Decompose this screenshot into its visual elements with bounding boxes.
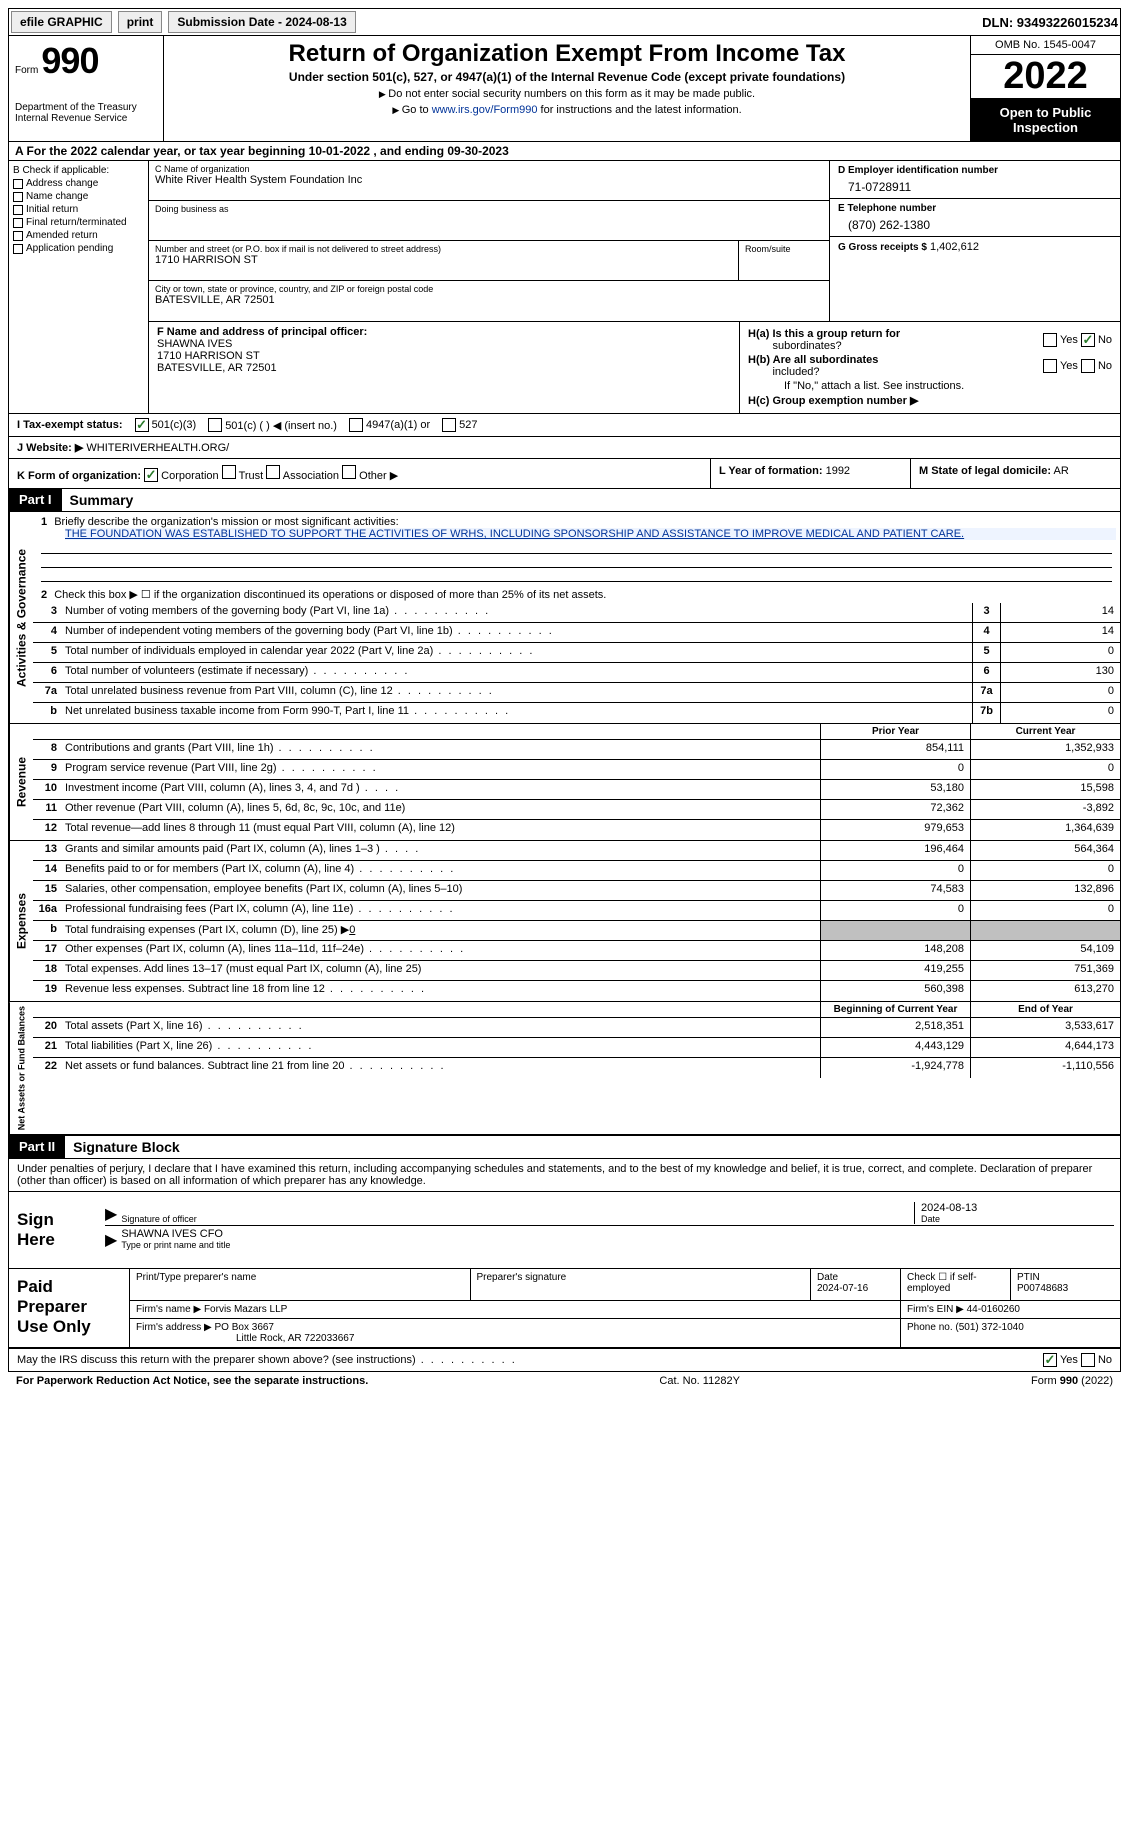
side-net: Net Assets or Fund Balances — [9, 1002, 33, 1134]
chk-trust[interactable] — [222, 465, 236, 479]
header-grid: B Check if applicable: Address change Na… — [8, 161, 1121, 414]
section-net-assets: Net Assets or Fund Balances Beginning of… — [8, 1002, 1121, 1135]
ssn-note: Do not enter social security numbers on … — [172, 88, 962, 100]
part1-title: Summary — [62, 489, 142, 511]
form-header: Form 990 Department of the Treasury Inte… — [8, 36, 1121, 142]
open-inspection: Open to Public Inspection — [971, 99, 1120, 141]
discuss-yes[interactable] — [1043, 1353, 1057, 1367]
form-subtitle: Under section 501(c), 527, or 4947(a)(1)… — [172, 70, 962, 84]
mission-text: THE FOUNDATION WAS ESTABLISHED TO SUPPOR… — [65, 528, 1116, 540]
side-revenue: Revenue — [9, 724, 33, 840]
city-label: City or town, state or province, country… — [155, 284, 823, 294]
tax-year: 2022 — [971, 55, 1120, 99]
section-activities: Activities & Governance 1 Briefly descri… — [8, 512, 1121, 724]
phone-value: (870) 262-1380 — [848, 218, 1112, 232]
discuss-no[interactable] — [1081, 1353, 1095, 1367]
block-h: H(a) Is this a group return for subordin… — [740, 322, 1120, 413]
street-label: Number and street (or P.O. box if mail i… — [155, 244, 732, 254]
print-button[interactable]: print — [118, 11, 163, 33]
dept-treasury: Department of the Treasury Internal Reve… — [15, 102, 157, 124]
chk-name-change[interactable] — [13, 192, 23, 202]
gross-value: 1,402,612 — [930, 241, 979, 253]
section-expenses: Expenses 13Grants and similar amounts pa… — [8, 841, 1121, 1002]
ein-label: D Employer identification number — [838, 165, 1112, 176]
omb-number: OMB No. 1545-0047 — [971, 36, 1120, 55]
form-number: 990 — [41, 40, 98, 81]
klm-row: K Form of organization: Corporation Trus… — [8, 459, 1121, 489]
efile-label: efile GRAPHIC — [11, 11, 112, 33]
room-label: Room/suite — [745, 244, 823, 254]
hb-no[interactable] — [1081, 359, 1095, 373]
col-b-checkboxes: B Check if applicable: Address change Na… — [9, 161, 149, 413]
discuss-row: May the IRS discuss this return with the… — [8, 1349, 1121, 1372]
signature-section: Under penalties of perjury, I declare th… — [8, 1159, 1121, 1349]
chk-final-return[interactable] — [13, 218, 23, 228]
tax-status-row: I Tax-exempt status: 501(c)(3) 501(c) ( … — [8, 414, 1121, 437]
dln: DLN: 93493226015234 — [982, 15, 1118, 30]
org-name-label: C Name of organization — [155, 164, 823, 174]
page-footer: For Paperwork Reduction Act Notice, see … — [8, 1372, 1121, 1390]
ha-no[interactable] — [1081, 333, 1095, 347]
top-bar: efile GRAPHIC print Submission Date - 20… — [8, 8, 1121, 36]
org-name: White River Health System Foundation Inc — [155, 174, 823, 186]
street-value: 1710 HARRISON ST — [155, 254, 732, 266]
row-a-calendar: A For the 2022 calendar year, or tax yea… — [8, 142, 1121, 161]
chk-address-change[interactable] — [13, 179, 23, 189]
part2-hdr: Part II — [9, 1136, 65, 1158]
hb-yes[interactable] — [1043, 359, 1057, 373]
chk-4947[interactable] — [349, 418, 363, 432]
chk-501c[interactable] — [208, 418, 222, 432]
sig-arrow-icon: ▶ — [105, 1230, 117, 1250]
side-activities: Activities & Governance — [9, 512, 33, 723]
website-note: Go to www.irs.gov/Form990 for instructio… — [172, 104, 962, 116]
sig-arrow-icon: ▶ — [105, 1204, 117, 1224]
website-row: J Website: ▶ WHITERIVERHEALTH.ORG/ — [9, 437, 1120, 458]
chk-501c3[interactable] — [135, 418, 149, 432]
part1-hdr: Part I — [9, 489, 62, 511]
submission-date: Submission Date - 2024-08-13 — [168, 11, 355, 33]
phone-label: E Telephone number — [838, 203, 1112, 214]
chk-other[interactable] — [342, 465, 356, 479]
ein-value: 71-0728911 — [848, 180, 1112, 194]
city-value: BATESVILLE, AR 72501 — [155, 294, 823, 306]
side-expenses: Expenses — [9, 841, 33, 1001]
perjury-text: Under penalties of perjury, I declare th… — [9, 1159, 1120, 1192]
irs-link[interactable]: www.irs.gov/Form990 — [432, 104, 538, 116]
gross-label: G Gross receipts $ — [838, 242, 927, 253]
section-revenue: Revenue Prior YearCurrent Year 8Contribu… — [8, 724, 1121, 841]
form-prefix: Form — [15, 65, 38, 76]
chk-amended-return[interactable] — [13, 231, 23, 241]
block-f: F Name and address of principal officer:… — [149, 322, 740, 413]
form-title: Return of Organization Exempt From Incom… — [172, 40, 962, 68]
chk-association[interactable] — [266, 465, 280, 479]
chk-527[interactable] — [442, 418, 456, 432]
chk-initial-return[interactable] — [13, 205, 23, 215]
dba-label: Doing business as — [155, 204, 823, 214]
part2-title: Signature Block — [65, 1136, 188, 1158]
sign-here-label: Sign Here — [9, 1192, 99, 1268]
paid-preparer-label: Paid Preparer Use Only — [9, 1269, 129, 1347]
chk-corporation[interactable] — [144, 468, 158, 482]
chk-application-pending[interactable] — [13, 244, 23, 254]
ha-yes[interactable] — [1043, 333, 1057, 347]
